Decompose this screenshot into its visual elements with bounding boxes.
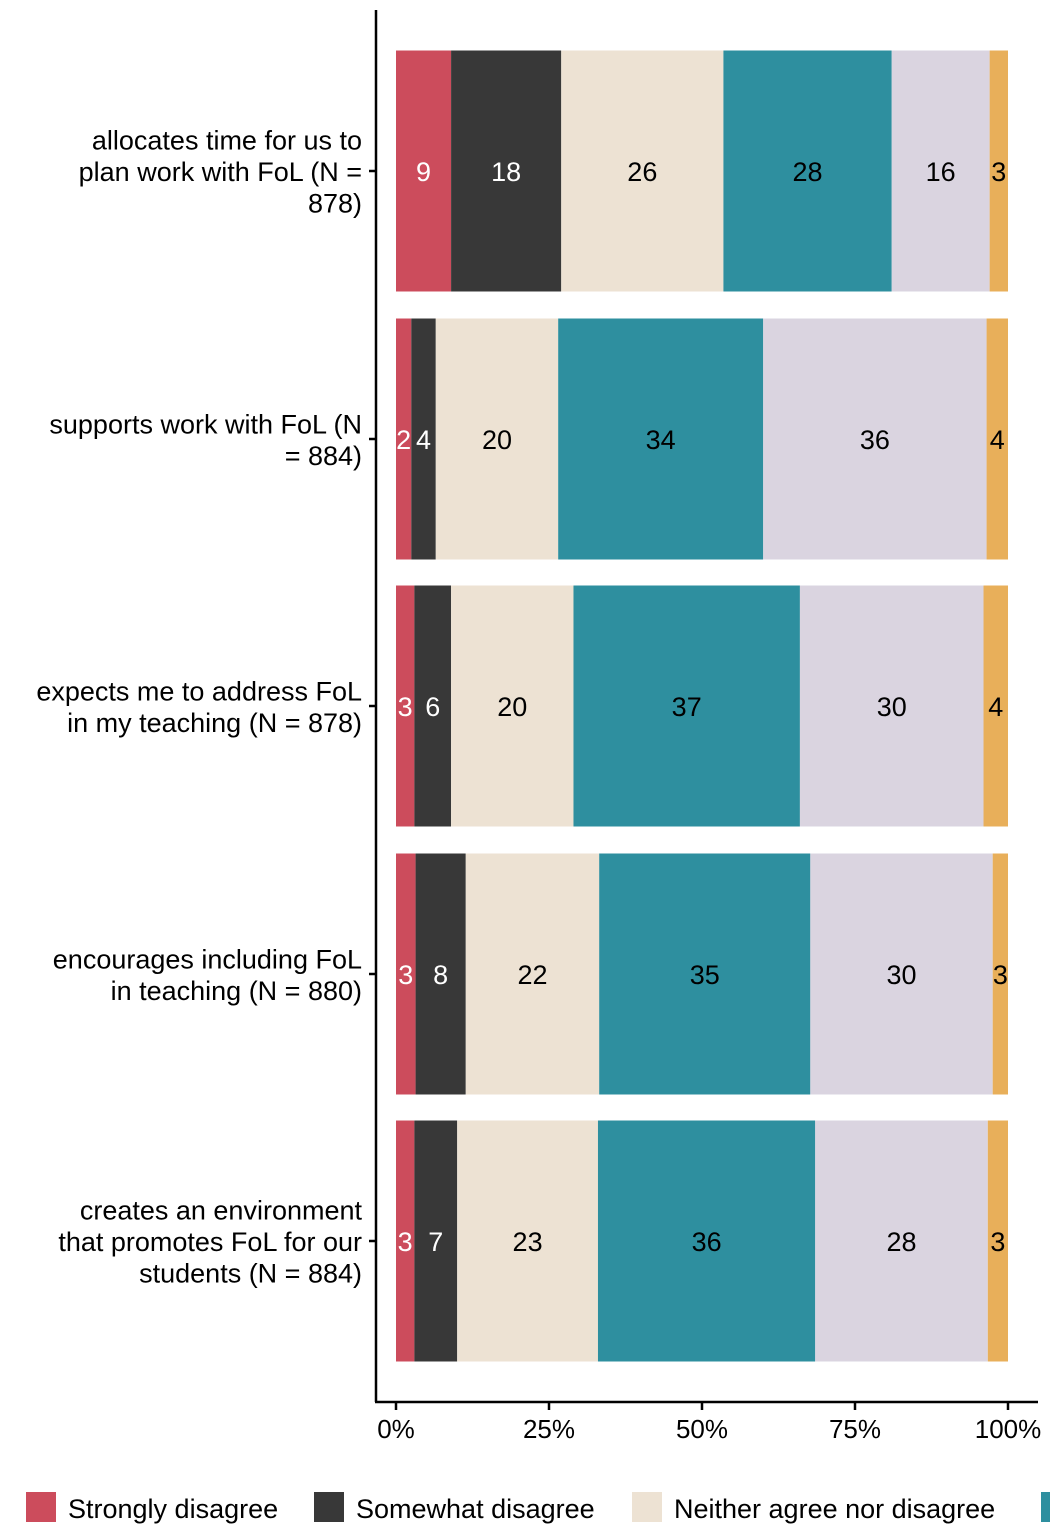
data-label: 37 xyxy=(672,692,702,722)
legend-label: Strongly disagree xyxy=(68,1494,278,1524)
bar-segment xyxy=(465,853,600,1095)
data-label: 2 xyxy=(396,425,411,455)
bar-segment xyxy=(763,318,987,560)
bar-segment xyxy=(396,1120,415,1362)
data-label: 4 xyxy=(988,692,1003,722)
data-label: 36 xyxy=(692,1227,722,1257)
data-label: 9 xyxy=(416,157,431,187)
legend-key xyxy=(314,1492,344,1522)
data-label: 35 xyxy=(690,960,720,990)
bar-segment xyxy=(815,1120,988,1362)
bar-segment xyxy=(597,1120,816,1362)
bar-segment xyxy=(435,318,559,560)
data-label: 36 xyxy=(860,425,890,455)
bar-segment xyxy=(451,585,574,827)
data-label: 30 xyxy=(877,692,907,722)
data-label: 30 xyxy=(886,960,916,990)
bar-segment xyxy=(810,853,993,1095)
bar-segment xyxy=(396,853,416,1095)
legend: Strongly disagree Somewhat disagree Neithe… xyxy=(26,1492,1050,1524)
data-label: 3 xyxy=(991,157,1006,187)
x-tick-label: 75% xyxy=(829,1414,881,1444)
data-label: 16 xyxy=(926,157,956,187)
data-label: 23 xyxy=(513,1227,543,1257)
data-label: 28 xyxy=(793,157,823,187)
bar-segment xyxy=(599,853,811,1095)
data-label: 20 xyxy=(482,425,512,455)
data-label: 3 xyxy=(398,692,413,722)
x-tick-label: 25% xyxy=(523,1414,575,1444)
bar-segment xyxy=(558,318,764,560)
bar-segment xyxy=(992,853,1008,1095)
category-label: encourages including FoL in teaching (N =… xyxy=(53,944,362,1006)
axes: 0% 25% 50% 75% 100% xyxy=(369,10,1041,1444)
data-label: 6 xyxy=(425,692,440,722)
bar-segment xyxy=(891,50,990,292)
data-label: 7 xyxy=(428,1227,443,1257)
bars-layer: 9 18 26 28 16 32 4 20 34 36 43 6 20 37 30 43 8 22 35 30 33 7 2… xyxy=(396,50,1008,1362)
bar-segment xyxy=(414,585,452,827)
bar-segment xyxy=(573,585,800,827)
bar-segment xyxy=(799,585,984,827)
category-labels: allocates time for us to plan work with F… xyxy=(36,126,362,1289)
category-label: allocates time for us to plan work with F… xyxy=(79,126,362,219)
bar-segment xyxy=(457,1120,598,1362)
x-tick-label: 50% xyxy=(676,1414,728,1444)
data-label: 8 xyxy=(433,960,448,990)
bar-segment xyxy=(414,1120,458,1362)
data-label: 3 xyxy=(398,1227,413,1257)
category-label: supports work with FoL (N = 884) xyxy=(49,409,362,471)
category-label: expects me to address FoL in my teaching … xyxy=(36,676,362,738)
data-label: 3 xyxy=(398,960,413,990)
bar-segment xyxy=(986,318,1008,560)
bar-segment xyxy=(396,318,412,560)
bar-segment xyxy=(983,585,1008,827)
category-label: creates an environment that promotes FoL … xyxy=(58,1196,362,1289)
data-label: 28 xyxy=(886,1227,916,1257)
bar-segment xyxy=(451,50,562,292)
legend-label: Somewhat disagree xyxy=(356,1494,595,1524)
x-tick-label: 100% xyxy=(975,1414,1042,1444)
data-label: 26 xyxy=(627,157,657,187)
data-label: 18 xyxy=(491,157,521,187)
bar-segment xyxy=(989,50,1008,292)
legend-key xyxy=(26,1492,56,1522)
data-label: 3 xyxy=(993,960,1008,990)
bar-segment xyxy=(411,318,436,560)
data-label: 20 xyxy=(497,692,527,722)
legend-label: Neither agree nor disagree xyxy=(674,1494,995,1524)
legend-key xyxy=(1041,1492,1050,1522)
bar-segment xyxy=(396,50,452,292)
bar-segment xyxy=(561,50,724,292)
data-label: 22 xyxy=(517,960,547,990)
x-tick-label: 0% xyxy=(377,1414,415,1444)
bar-segment xyxy=(415,853,466,1095)
data-label: 3 xyxy=(990,1227,1005,1257)
bar-segment xyxy=(987,1120,1008,1362)
legend-key xyxy=(632,1492,662,1522)
data-label: 4 xyxy=(416,425,431,455)
data-label: 4 xyxy=(990,425,1005,455)
bar-segment xyxy=(396,585,415,827)
data-label: 34 xyxy=(646,425,676,455)
bar-segment xyxy=(723,50,892,292)
